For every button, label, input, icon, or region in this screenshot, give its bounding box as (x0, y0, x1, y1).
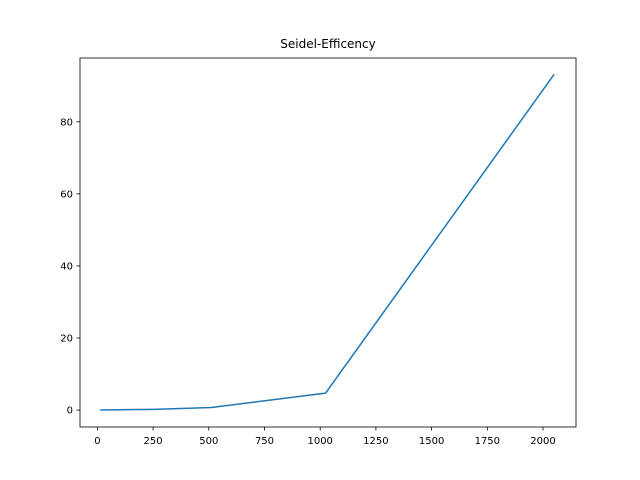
y-tick-label: 60 (60, 189, 73, 200)
series-line (100, 73, 555, 411)
x-tick-label: 2000 (530, 436, 555, 447)
x-tick-label: 0 (94, 436, 100, 447)
x-tick-label: 1750 (475, 436, 500, 447)
y-tick-label: 20 (60, 333, 73, 344)
y-tick-label: 40 (60, 261, 73, 272)
x-tick-label: 1000 (307, 436, 332, 447)
x-tick-label: 1250 (363, 436, 388, 447)
chart-title: Seidel-Efficency (280, 37, 375, 51)
x-tick-label: 500 (199, 436, 218, 447)
y-tick-label: 80 (60, 117, 73, 128)
plot-area: 0 250 500 750 1000 1250 1500 1750 2000 0 20 40 60 80 (60, 73, 556, 447)
axes-frame (79, 57, 577, 428)
y-tick-label: 0 (67, 406, 73, 417)
x-tick-label: 250 (144, 436, 163, 447)
x-tick-label: 750 (255, 436, 274, 447)
x-tick-label: 1500 (419, 436, 444, 447)
